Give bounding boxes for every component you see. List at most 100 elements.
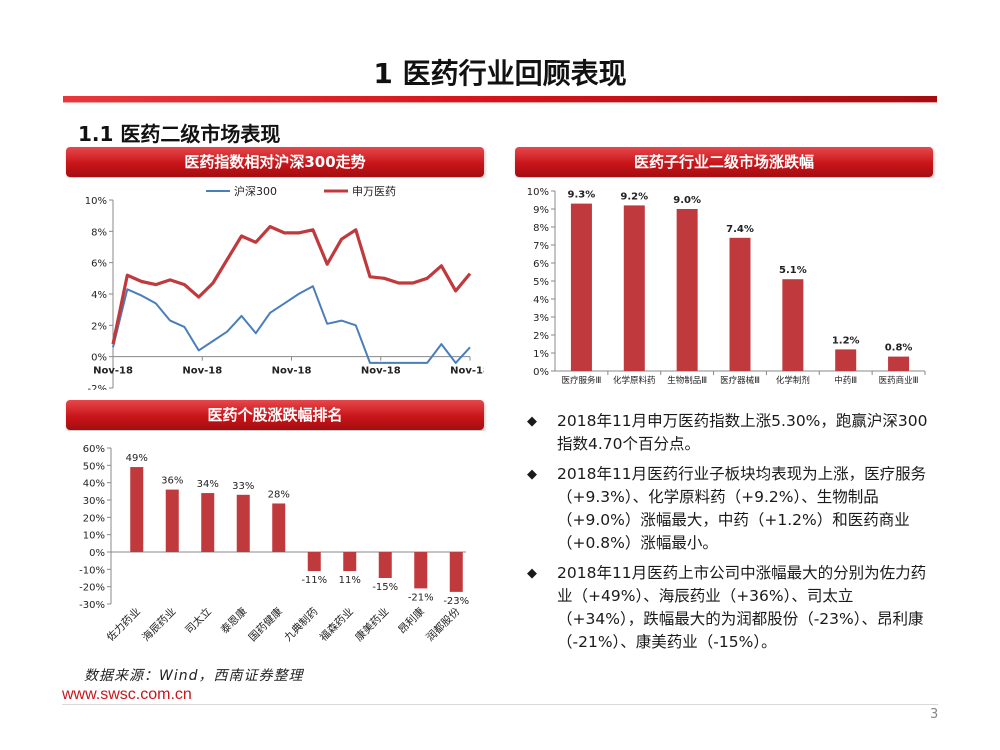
subindustry-chart-axes: 10% 9% 8% 7% 6% 5% 4% 3% 2% 1% 0% 医疗服务Ⅲ 化学原料药 生物制品Ⅲ 医疗… <box>527 187 926 386</box>
bar <box>236 494 250 552</box>
bar-value-label: 5.1% <box>779 265 807 276</box>
series-line-sw-pharma <box>111 224 472 345</box>
x-category-label: 泰恩康 <box>218 605 250 637</box>
x-category-label: 生物制品Ⅲ <box>667 375 707 386</box>
bar <box>729 237 751 371</box>
x-category-label: 润都股份 <box>423 605 462 644</box>
bullet-text: 2018年11月医药行业子板块均表现为上涨，医疗服务（+9.3%）、化学原料药（… <box>557 465 927 552</box>
stock-bar-chart: 60% 50% 40% 30% 20% 10% 0% -10% -20% -30%佐力药业海辰药业… <box>66 431 484 667</box>
stock-chart-banner: 医药个股涨跌幅排名 <box>66 400 484 430</box>
diamond-bullet-icon: ◆ <box>527 467 537 482</box>
x-category-label: 海辰药业 <box>139 605 178 644</box>
y-tick-label: 3% <box>533 313 549 324</box>
x-category-label: 司太立 <box>182 605 213 636</box>
bar <box>165 489 179 552</box>
line-chart: 10% 8% 6% 4% 2% 0% -2% Nov-18 Nov-18 Nov-18 Nov-18… <box>66 178 484 390</box>
y-tick-label: 0% <box>533 367 549 378</box>
bar <box>343 552 357 572</box>
legend-label: 沪深300 <box>234 184 277 198</box>
x-category-label: 化学制剂 <box>776 375 810 386</box>
x-category-label: 福森药业 <box>317 605 356 644</box>
bullet-text: 2018年11月医药上市公司中涨幅最大的分别为佐力药业（+49%）、海辰药业（+… <box>557 564 927 651</box>
bar-value-label: 9.0% <box>673 195 701 206</box>
bar <box>449 552 463 592</box>
x-tick-label: Nov-18 <box>272 366 312 377</box>
bar <box>623 205 645 371</box>
y-tick-label: 9% <box>533 205 549 216</box>
bar-value-label: 9.3% <box>568 190 596 201</box>
legend-label: 申万医药 <box>352 185 396 198</box>
x-category-label: 佐力药业 <box>104 605 143 644</box>
bullet-item: ◆ 2018年11月医药行业子板块均表现为上涨，医疗服务（+9.3%）、化学原料… <box>527 463 937 555</box>
bar-value-label: 33% <box>232 481 254 492</box>
y-tick-label: 8% <box>533 223 549 234</box>
y-tick-label: 5% <box>533 277 549 288</box>
y-tick-label: 30% <box>83 496 105 507</box>
bar <box>570 203 592 371</box>
y-tick-label: 10% <box>83 531 105 542</box>
bar-value-label: 7.4% <box>726 224 754 235</box>
bar-value-label: 0.8% <box>885 343 913 354</box>
bar-value-label: 11% <box>339 575 361 586</box>
x-tick-label: Nov-18 <box>450 366 484 377</box>
y-tick-label: 0% <box>89 548 105 559</box>
stock-chart-bars: 49% 36% 34% 33% 28% -11% 11% -15% -21% -23% <box>126 453 470 607</box>
bar-value-label: -23% <box>443 596 469 607</box>
x-category-label: 医疗服务Ⅲ <box>561 375 601 386</box>
y-tick-label: 4% <box>91 290 107 301</box>
y-tick-label: 4% <box>533 295 549 306</box>
bar-value-label: 1.2% <box>832 335 860 346</box>
bar <box>272 503 286 552</box>
x-category-label: 中药Ⅲ <box>834 375 857 386</box>
y-tick-label: 7% <box>533 241 549 252</box>
y-tick-label: 20% <box>83 513 105 524</box>
y-tick-label: 8% <box>91 227 107 238</box>
line-chart-axes: 10% 8% 6% 4% 2% 0% -2% Nov-18 Nov-18 Nov-18 Nov-18… <box>85 196 484 390</box>
bar <box>130 467 144 552</box>
bar-value-label: 28% <box>268 489 290 500</box>
diamond-bullet-icon: ◆ <box>527 414 537 429</box>
bar-value-label: 36% <box>161 476 183 487</box>
y-tick-label: 2% <box>533 331 549 342</box>
commentary: ◆ 2018年11月申万医药指数上涨5.30%，跑赢沪深300指数4.70个百分… <box>527 410 937 661</box>
y-tick-label: 10% <box>85 196 107 207</box>
x-tick-label: Nov-18 <box>182 366 222 377</box>
bar <box>201 493 215 552</box>
bar <box>782 279 804 371</box>
slide-title: 1 医药行业回顾表现 <box>373 57 627 90</box>
bar <box>676 209 698 371</box>
series-line-hs300 <box>112 285 471 364</box>
website-link[interactable]: www.swsc.com.cn <box>62 686 192 703</box>
bar <box>888 356 910 371</box>
subindustry-bar-chart: 10% 9% 8% 7% 6% 5% 4% 3% 2% 1% 0% 医疗服务Ⅲ 化学原料药 生物制品Ⅲ 医疗… <box>515 178 933 393</box>
y-tick-label: -10% <box>79 565 105 576</box>
y-tick-label: 50% <box>83 461 105 472</box>
diamond-bullet-icon: ◆ <box>527 566 537 581</box>
data-source-note: 数据来源：Wind，西南证券整理 <box>84 668 304 684</box>
line-chart-banner: 医药指数相对沪深300走势 <box>66 147 484 177</box>
bar-value-label: 9.2% <box>620 191 648 202</box>
page-number: 3 <box>930 707 939 722</box>
line-chart-series <box>111 224 472 364</box>
y-tick-label: 60% <box>83 444 105 455</box>
y-tick-label: -2% <box>88 384 107 390</box>
y-tick-label: -30% <box>79 600 105 611</box>
bar-value-label: -11% <box>301 575 327 586</box>
x-category-label: 医疗器械Ⅲ <box>720 375 760 386</box>
subindustry-chart-banner: 医药子行业二级市场涨跌幅 <box>515 147 933 177</box>
bar <box>835 349 857 371</box>
x-category-label: 医药商业Ⅲ <box>879 375 919 386</box>
x-category-label: 九典制药 <box>281 605 320 644</box>
title-divider <box>63 96 937 102</box>
line-chart-legend: 沪深300 申万医药 <box>206 184 396 198</box>
subindustry-chart-bars: 9.3% 9.2% 9.0% 7.4% 5.1% 1.2% 0.8% <box>568 190 913 371</box>
y-tick-label: 40% <box>83 479 105 490</box>
bar-value-label: -21% <box>408 592 434 603</box>
x-category-label: 国药健康 <box>246 605 285 644</box>
y-tick-label: 6% <box>533 259 549 270</box>
x-category-label: 昂利康 <box>395 605 427 637</box>
bar <box>378 552 392 578</box>
x-category-label: 化学原料药 <box>613 375 656 386</box>
bullet-item: ◆ 2018年11月医药上市公司中涨幅最大的分别为佐力药业（+49%）、海辰药业… <box>527 562 937 654</box>
bar-value-label: 49% <box>126 453 148 464</box>
